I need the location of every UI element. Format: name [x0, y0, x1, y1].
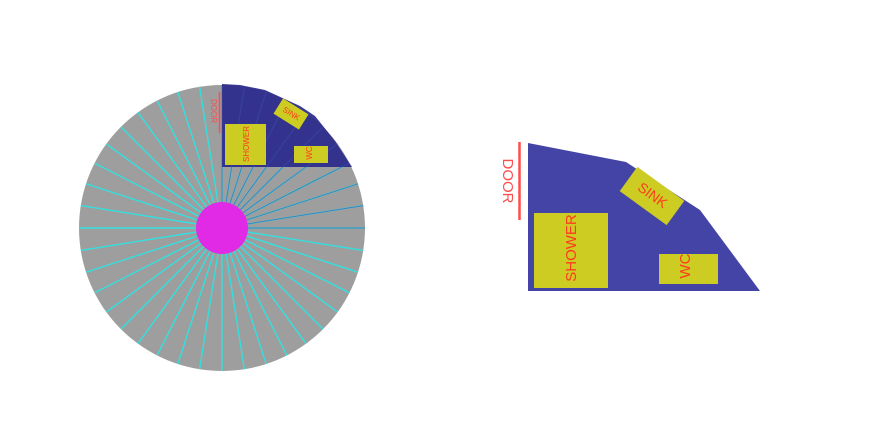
inset-wc [294, 146, 328, 163]
shower-fixture [534, 213, 608, 288]
inset-shower-label: SHOWER [242, 126, 251, 162]
inset-door-label: DOOR [209, 99, 218, 123]
shower-label: SHOWER [563, 214, 580, 282]
wc-label: WC [677, 253, 694, 278]
room-plan: DOOR SHOWER SINK WC [499, 142, 760, 291]
inset-sink: SINK [273, 98, 309, 130]
center-hub [196, 202, 248, 254]
circular-layout: DOOR SHOWER SINK WC [79, 84, 365, 371]
door-label: DOOR [499, 159, 516, 204]
wc-fixture [659, 254, 718, 284]
inset-shower [225, 124, 266, 165]
inset-wc-label: WC [305, 146, 314, 160]
sink-fixture: SINK [619, 166, 685, 226]
